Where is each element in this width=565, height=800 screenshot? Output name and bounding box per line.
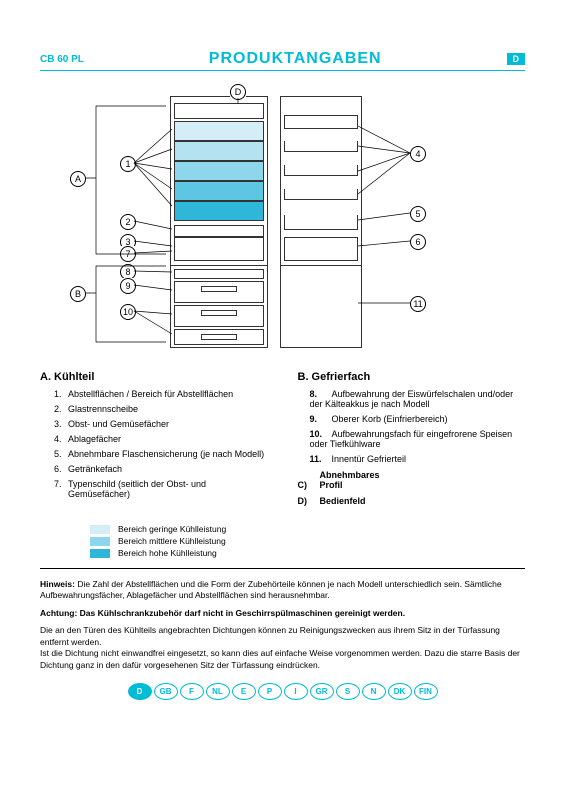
item: Abnehmbare Flaschensicherung (je nach Mo… — [64, 449, 268, 459]
language-selector: DGBFNLEPIGRSNDKFIN — [40, 683, 525, 700]
page-title: PRODUKTANGABEN — [209, 50, 382, 68]
lang-pill-gr[interactable]: GR — [310, 683, 334, 700]
item: 8.Aufbewahrung der Eiswürfelschalen und/… — [310, 389, 526, 409]
divider — [40, 568, 525, 569]
cooling-legend: Bereich geringe Kühlleistung Bereich mit… — [40, 524, 525, 558]
section-b-head: B. Gefrierfach — [298, 371, 526, 383]
legend-swatch — [90, 537, 110, 546]
legend-label: Bereich hohe Kühlleistung — [118, 548, 217, 558]
item: 10.Aufbewahrungsfach für eingefrorene Sp… — [310, 429, 526, 449]
legend-label: Bereich geringe Kühlleistung — [118, 524, 226, 534]
section-a-list: Abstellflächen / Bereich für Abstellfläc… — [40, 389, 268, 499]
item: C)Abnehmbares Profil — [298, 470, 526, 490]
lang-pill-gb[interactable]: GB — [154, 683, 178, 700]
lang-pill-d[interactable]: D — [128, 683, 152, 700]
lang-pill-n[interactable]: N — [362, 683, 386, 700]
lang-indicator: D — [507, 53, 526, 65]
hinweis-note: Hinweis: Die Zahl der Abstellflächen und… — [40, 579, 525, 602]
leader-lines — [40, 86, 525, 356]
item: Glastrennscheibe — [64, 404, 268, 414]
header: CB 60 PL PRODUKTANGABEN D — [40, 50, 525, 71]
lang-pill-e[interactable]: E — [232, 683, 256, 700]
legend-row: Bereich hohe Kühlleistung — [90, 548, 525, 558]
section-b-list: 8.Aufbewahrung der Eiswürfelschalen und/… — [310, 389, 526, 464]
description-columns: A. Kühlteil Abstellflächen / Bereich für… — [40, 371, 525, 512]
lang-pill-i[interactable]: I — [284, 683, 308, 700]
legend-row: Bereich mittlere Kühlleistung — [90, 536, 525, 546]
manual-page: CB 60 PL PRODUKTANGABEN D — [0, 0, 565, 800]
lang-pill-s[interactable]: S — [336, 683, 360, 700]
item: 9.Oberer Korb (Einfrierbereich) — [310, 414, 526, 424]
item: Abstellflächen / Bereich für Abstellfläc… — [64, 389, 268, 399]
item: D)Bedienfeld — [298, 496, 526, 506]
achtung-note: Achtung: Das Kühlschrankzubehör darf nic… — [40, 608, 525, 619]
lang-pill-nl[interactable]: NL — [206, 683, 230, 700]
product-diagram: A B D 1 2 3 7 8 9 10 4 5 6 11 — [40, 86, 525, 356]
legend-swatch — [90, 525, 110, 534]
body-note: Die an den Türen des Kühlteils angebrach… — [40, 625, 525, 671]
legend-label: Bereich mittlere Kühlleistung — [118, 536, 226, 546]
section-cd: C)Abnehmbares Profil D)Bedienfeld — [298, 470, 526, 506]
lang-pill-p[interactable]: P — [258, 683, 282, 700]
item: Getränkefach — [64, 464, 268, 474]
lang-pill-dk[interactable]: DK — [388, 683, 412, 700]
col-a: A. Kühlteil Abstellflächen / Bereich für… — [40, 371, 268, 512]
section-a-head: A. Kühlteil — [40, 371, 268, 383]
legend-row: Bereich geringe Kühlleistung — [90, 524, 525, 534]
item: Ablagefächer — [64, 434, 268, 444]
item: Typenschild (seitlich der Obst- und Gemü… — [64, 479, 268, 499]
item: Obst- und Gemüsefächer — [64, 419, 268, 429]
item: 11.Innentür Gefrierteil — [310, 454, 526, 464]
lang-pill-f[interactable]: F — [180, 683, 204, 700]
col-b: B. Gefrierfach 8.Aufbewahrung der Eiswür… — [298, 371, 526, 512]
lang-pill-fin[interactable]: FIN — [414, 683, 438, 700]
model-code: CB 60 PL — [40, 54, 84, 65]
legend-swatch — [90, 549, 110, 558]
